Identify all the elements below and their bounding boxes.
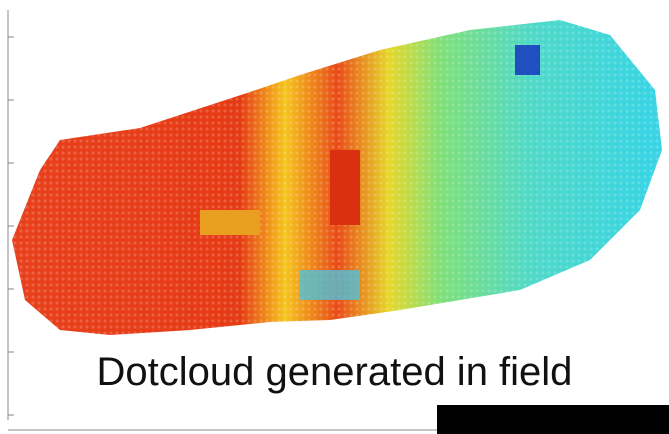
cloud-detail <box>330 150 360 225</box>
inset-image <box>437 405 669 434</box>
cloud-detail <box>515 45 540 75</box>
caption: Dotcloud generated in field <box>0 350 669 395</box>
page: {"caption": "Dotcloud generated in field… <box>0 0 669 434</box>
cloud-detail <box>200 210 260 235</box>
cloud-detail <box>300 270 360 300</box>
